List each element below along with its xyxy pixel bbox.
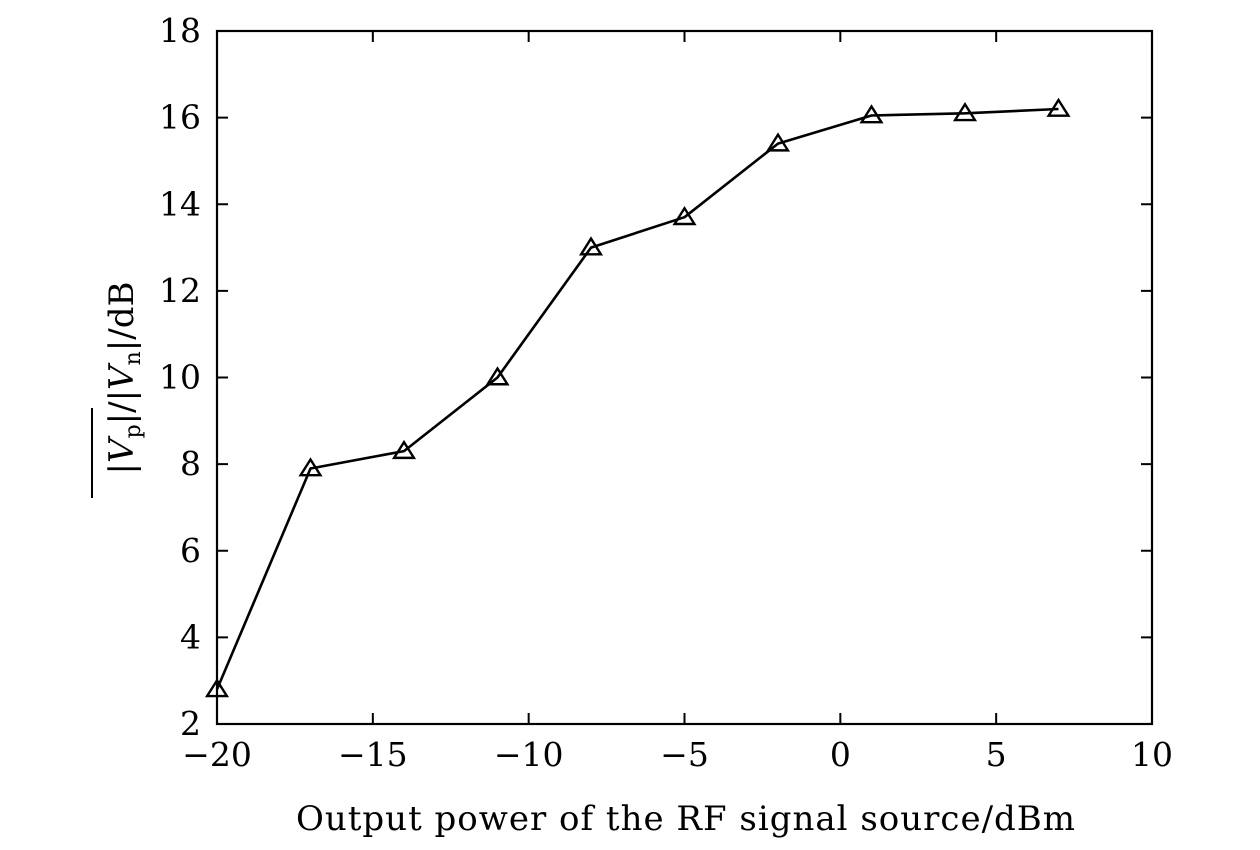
y-label-bar-close: | xyxy=(102,413,142,424)
x-tick-label: 10 xyxy=(1131,735,1173,774)
x-axis-label: Output power of the RF signal source/dBm xyxy=(296,799,1076,839)
data-point xyxy=(578,236,604,256)
plot-frame xyxy=(215,29,1154,726)
plot-area xyxy=(215,29,1154,726)
data-point xyxy=(952,102,978,122)
svg-text:|Vp|/|Vn|/dB: |Vp|/|Vn|/dB xyxy=(102,282,146,475)
y-tick-label: 8 xyxy=(180,444,201,483)
series-line xyxy=(215,107,1059,690)
y-label-unit: |/dB xyxy=(102,282,142,352)
y-label-v2: V xyxy=(102,362,142,390)
y-tick-label: 14 xyxy=(159,184,201,223)
x-tick-label: −15 xyxy=(338,735,408,774)
data-point xyxy=(859,104,884,124)
y-label-sep: /| xyxy=(102,390,142,413)
y-label-sub1: p xyxy=(121,424,146,438)
y-tick-label: 4 xyxy=(180,617,201,656)
x-tick-label: −20 xyxy=(182,735,252,774)
x-tick-label: 5 xyxy=(986,735,1007,774)
data-point xyxy=(485,366,510,386)
x-tick-label: 0 xyxy=(830,735,851,774)
y-tick-label: 10 xyxy=(159,358,201,397)
y-tick-label: 16 xyxy=(159,98,201,137)
y-label-sub2: n xyxy=(121,351,146,365)
data-point xyxy=(672,205,697,226)
y-label-bar-open: | xyxy=(102,463,142,474)
y-axis-label: |Vp|/|Vn|/dB xyxy=(91,282,146,498)
axis-ticks: −20 −15 −10 −5 0 5 10 2 4 6 8 10 12 14 16 18 xyxy=(159,11,1173,774)
x-tick-label: −10 xyxy=(494,735,564,774)
data-point xyxy=(1046,97,1071,117)
y-tick-label: 12 xyxy=(159,271,201,310)
y-tick-label: 18 xyxy=(159,11,201,50)
data-point xyxy=(204,678,230,698)
data-point xyxy=(391,439,417,460)
y-tick-label: 6 xyxy=(180,531,201,570)
data-point xyxy=(298,457,323,477)
y-label-v1: V xyxy=(102,435,142,463)
series-group xyxy=(204,97,1071,698)
x-tick-label: −5 xyxy=(660,735,709,774)
y-tick-label: 2 xyxy=(180,704,201,743)
data-point xyxy=(765,132,791,152)
